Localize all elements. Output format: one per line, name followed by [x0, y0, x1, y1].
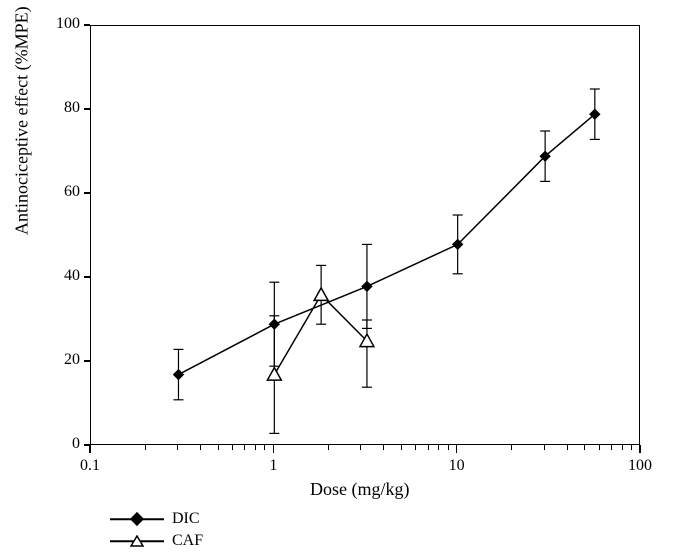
y-tick-label: 60 — [64, 183, 80, 201]
y-axis-label: Antinociceptive effect (%MPE) — [12, 6, 33, 235]
y-tick — [84, 276, 90, 278]
y-tick — [84, 444, 90, 446]
x-tick-label: 1 — [258, 457, 288, 475]
x-minor-tick — [401, 445, 402, 450]
x-tick-label: 100 — [625, 457, 655, 475]
y-tick-label: 0 — [72, 435, 80, 453]
y-tick — [84, 192, 90, 194]
marker-diamond — [362, 281, 372, 291]
x-minor-tick — [415, 445, 416, 450]
x-minor-tick — [584, 445, 585, 450]
x-minor-tick — [438, 445, 439, 450]
diamond-icon — [130, 512, 144, 526]
x-minor-tick — [622, 445, 623, 450]
marker-diamond — [173, 370, 183, 380]
x-minor-tick — [428, 445, 429, 450]
x-tick — [89, 445, 91, 453]
x-minor-tick — [255, 445, 256, 450]
x-tick-label: 10 — [442, 457, 472, 475]
y-tick — [84, 108, 90, 110]
plot-svg — [91, 26, 641, 446]
x-minor-tick — [544, 445, 545, 450]
triangle-icon — [130, 535, 144, 547]
x-axis-label: Dose (mg/kg) — [310, 479, 409, 500]
x-tick-label: 0.1 — [75, 457, 105, 475]
x-minor-tick — [448, 445, 449, 450]
x-minor-tick — [328, 445, 329, 450]
y-tick-label: 80 — [64, 99, 80, 117]
x-minor-tick — [264, 445, 265, 450]
x-minor-tick — [383, 445, 384, 450]
x-minor-tick — [218, 445, 219, 450]
x-tick — [456, 445, 458, 453]
marker-triangle — [314, 288, 328, 301]
y-tick — [84, 360, 90, 362]
series-line-DIC — [178, 114, 594, 374]
x-minor-tick — [611, 445, 612, 450]
x-minor-tick — [599, 445, 600, 450]
x-minor-tick — [200, 445, 201, 450]
y-tick — [84, 24, 90, 26]
legend-swatch — [110, 508, 164, 530]
chart-container: 0.1 1 10 100 0 20 40 60 80 100 Dose (mg/kg) Anti… — [0, 0, 676, 559]
marker-triangle — [267, 368, 281, 381]
x-minor-tick — [567, 445, 568, 450]
legend-swatch — [110, 530, 164, 552]
x-minor-tick — [360, 445, 361, 450]
y-tick-label: 40 — [64, 267, 80, 285]
legend: DIC CAF — [110, 508, 203, 552]
y-tick-label: 20 — [64, 351, 80, 369]
x-minor-tick — [631, 445, 632, 450]
x-minor-tick — [145, 445, 146, 450]
x-minor-tick — [232, 445, 233, 450]
legend-item-DIC: DIC — [110, 508, 203, 530]
plot-area — [90, 25, 640, 445]
x-minor-tick — [244, 445, 245, 450]
y-tick-label: 100 — [56, 15, 80, 33]
legend-label: DIC — [172, 510, 200, 528]
x-tick — [273, 445, 275, 453]
legend-item-CAF: CAF — [110, 530, 203, 552]
x-minor-tick — [511, 445, 512, 450]
x-minor-tick — [177, 445, 178, 450]
legend-label: CAF — [172, 532, 203, 550]
x-tick — [639, 445, 641, 453]
